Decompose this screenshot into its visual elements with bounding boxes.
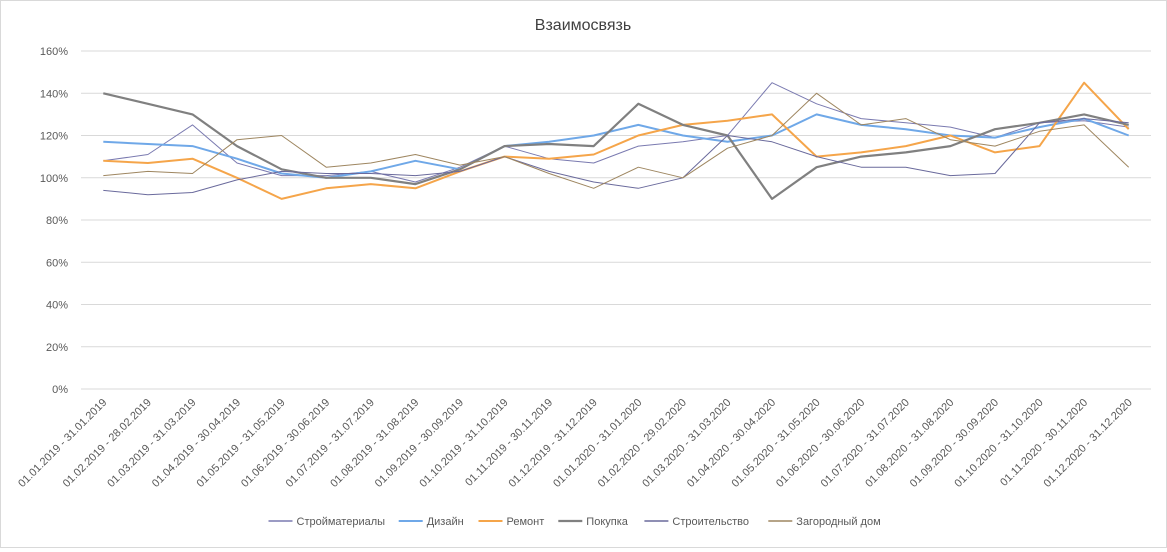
legend-label: Стройматериалы <box>297 516 386 528</box>
legend-label: Загородный дом <box>796 516 880 528</box>
x-tick-label: 01.04.2019 - 30.04.2019 <box>150 397 243 490</box>
x-tick-label: 01.12.2019 - 31.12.2019 <box>507 397 600 490</box>
legend-label: Дизайн <box>427 516 464 528</box>
y-tick-label: 60% <box>46 257 68 269</box>
x-tick-label: 01.09.2019 - 30.09.2019 <box>373 397 466 490</box>
series-line <box>103 81 1130 200</box>
chart-title: Взаимосвязь <box>535 17 631 34</box>
series-line <box>103 82 1129 183</box>
y-tick-label: 120% <box>40 131 68 143</box>
series-line <box>103 92 1129 200</box>
x-tick-label: 01.07.2020 - 31.07.2020 <box>819 397 912 490</box>
series-line <box>103 118 1129 196</box>
y-axis-labels: 0% 20% 40% 60% 80% 100% 120% 140% 160% <box>40 46 68 396</box>
series-lines <box>103 81 1130 200</box>
x-tick-label: 01.12.2020 - 31.12.2020 <box>1042 397 1135 490</box>
legend-label: Покупка <box>586 516 628 528</box>
series-line <box>103 92 1130 189</box>
y-tick-label: 100% <box>40 173 68 185</box>
x-tick-label: 01.04.2020 - 30.04.2020 <box>685 397 778 490</box>
x-tick-label: 01.11.2019 - 30.11.2019 <box>463 397 555 489</box>
legend-label: Ремонт <box>507 516 545 528</box>
x-tick-label: 01.01.2020 - 31.01.2020 <box>551 397 644 490</box>
x-tick-label: 01.10.2020 - 31.10.2020 <box>952 397 1045 490</box>
x-tick-label: 01.09.2020 - 30.09.2020 <box>908 397 1001 490</box>
legend-label: Строительство <box>672 516 749 528</box>
x-tick-label: 01.05.2019 - 31.05.2019 <box>194 397 287 490</box>
x-tick-label: 01.10.2019 - 31.10.2019 <box>417 397 510 490</box>
x-tick-label: 01.02.2020 - 29.02.2020 <box>596 397 689 490</box>
x-tick-label: 01.06.2020 - 30.06.2020 <box>774 397 867 490</box>
x-tick-label: 01.03.2019 - 31.03.2019 <box>105 397 198 490</box>
x-tick-label: 01.01.2019 - 31.01.2019 <box>16 397 109 490</box>
y-tick-label: 40% <box>46 300 68 312</box>
legend: Стройматериалы Дизайн Ремонт Покупка Строите… <box>268 516 881 528</box>
x-tick-label: 01.11.2020 - 30.11.2020 <box>998 397 1090 489</box>
gridlines <box>81 50 1151 390</box>
y-tick-label: 0% <box>52 384 68 396</box>
series-line <box>103 113 1130 179</box>
x-tick-label: 01.08.2020 - 31.08.2020 <box>863 397 956 490</box>
y-tick-label: 160% <box>40 46 68 58</box>
x-tick-label: 01.06.2019 - 30.06.2019 <box>239 397 332 490</box>
x-tick-label: 01.02.2019 - 28.02.2019 <box>61 397 154 490</box>
x-tick-label: 01.05.2020 - 31.05.2020 <box>729 397 822 490</box>
x-tick-label: 01.07.2019 - 31.07.2019 <box>284 397 377 490</box>
x-tick-label: 01.08.2019 - 31.08.2019 <box>328 397 421 490</box>
y-tick-label: 80% <box>46 215 68 227</box>
y-tick-label: 140% <box>40 88 68 100</box>
y-tick-label: 20% <box>46 342 68 354</box>
x-tick-label: 01.03.2020 - 31.03.2020 <box>640 397 733 490</box>
